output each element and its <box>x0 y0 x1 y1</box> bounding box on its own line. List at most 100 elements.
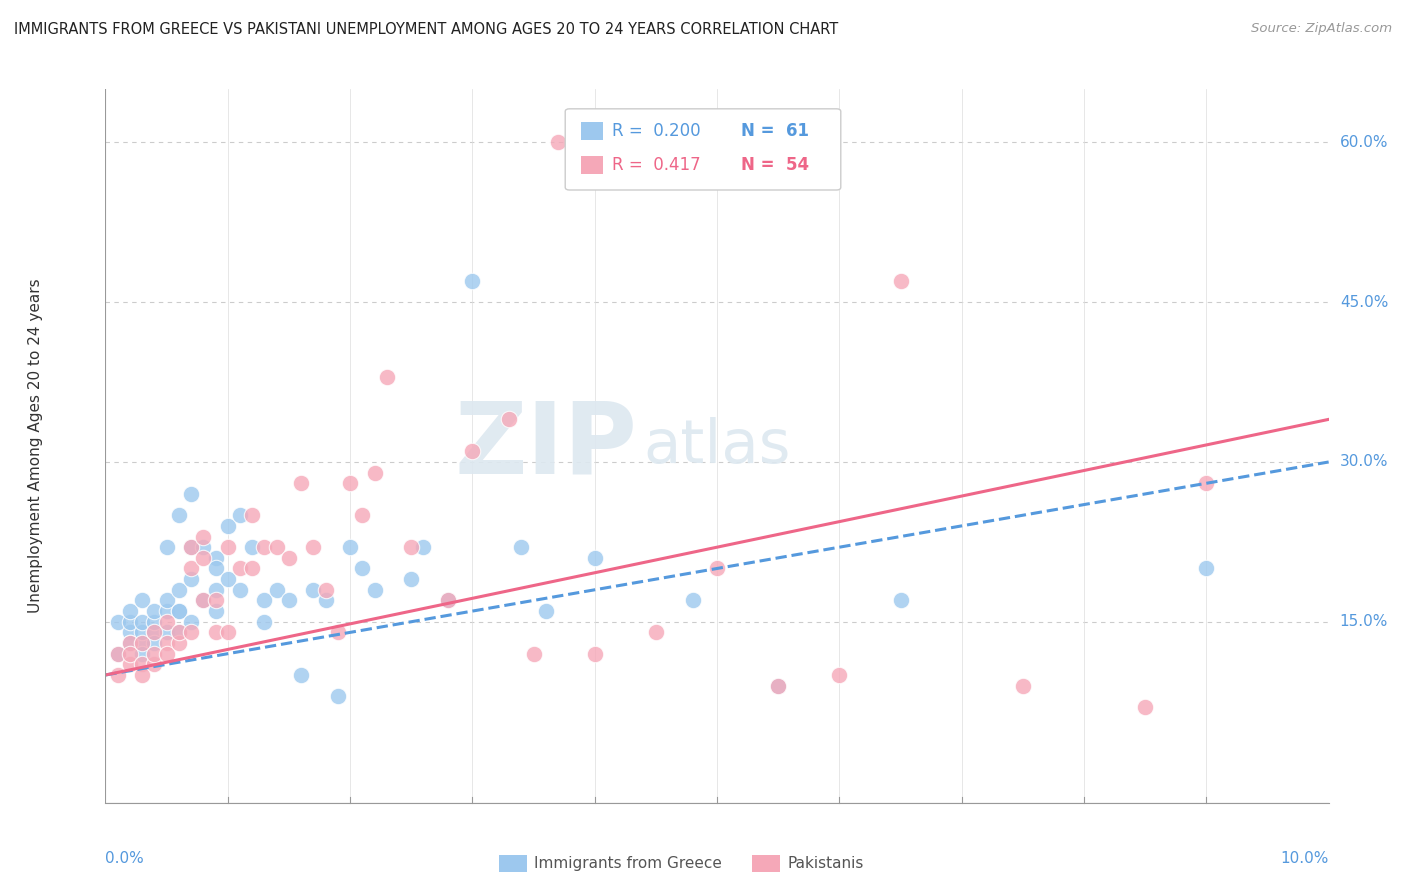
Point <box>302 582 325 597</box>
Point <box>240 561 263 575</box>
Point <box>143 647 166 661</box>
Point <box>167 625 190 640</box>
Point <box>583 647 606 661</box>
Point <box>180 561 202 575</box>
Point <box>107 647 129 661</box>
Point <box>180 540 202 554</box>
Point <box>131 593 153 607</box>
Point <box>1133 700 1156 714</box>
Point <box>143 636 166 650</box>
Text: Pakistanis: Pakistanis <box>787 856 863 871</box>
Text: Immigrants from Greece: Immigrants from Greece <box>534 856 723 871</box>
Point <box>167 636 190 650</box>
Point <box>204 593 226 607</box>
Point <box>193 550 215 565</box>
Point <box>534 604 557 618</box>
Point <box>180 572 202 586</box>
Point <box>204 604 226 618</box>
Point <box>352 561 374 575</box>
Point <box>143 615 166 629</box>
Point <box>828 668 851 682</box>
Point <box>180 540 202 554</box>
Point <box>204 625 226 640</box>
Point <box>315 593 337 607</box>
Point <box>339 476 361 491</box>
Point <box>118 647 141 661</box>
Point <box>240 508 263 523</box>
Point <box>143 604 166 618</box>
Text: 45.0%: 45.0% <box>1340 294 1388 310</box>
Point <box>217 540 239 554</box>
Point <box>193 593 215 607</box>
Point <box>143 657 166 672</box>
Point <box>217 625 239 640</box>
Point <box>437 593 460 607</box>
Text: 60.0%: 60.0% <box>1340 135 1388 150</box>
Point <box>253 593 276 607</box>
Point <box>399 540 422 554</box>
Point <box>118 615 141 629</box>
Point <box>155 647 177 661</box>
Point <box>193 540 215 554</box>
Point <box>326 625 349 640</box>
Point <box>155 636 177 650</box>
Point <box>118 636 141 650</box>
Point <box>167 582 190 597</box>
Point <box>889 274 911 288</box>
Point <box>204 550 226 565</box>
Point <box>240 540 263 554</box>
Point <box>167 625 190 640</box>
Point <box>180 615 202 629</box>
Point <box>118 604 141 618</box>
Point <box>143 625 166 640</box>
Point <box>131 636 153 650</box>
Point <box>375 369 398 384</box>
Point <box>363 466 385 480</box>
Point <box>180 625 202 640</box>
Point <box>167 604 190 618</box>
Text: N =  54: N = 54 <box>741 156 808 174</box>
Point <box>1195 561 1218 575</box>
Point <box>118 657 141 672</box>
Point <box>461 274 484 288</box>
Point <box>266 582 288 597</box>
Text: IMMIGRANTS FROM GREECE VS PAKISTANI UNEMPLOYMENT AMONG AGES 20 TO 24 YEARS CORRE: IMMIGRANTS FROM GREECE VS PAKISTANI UNEM… <box>14 22 838 37</box>
Point <box>315 582 337 597</box>
Point <box>768 679 790 693</box>
Point <box>339 540 361 554</box>
Point <box>131 647 153 661</box>
Text: Source: ZipAtlas.com: Source: ZipAtlas.com <box>1251 22 1392 36</box>
Point <box>193 529 215 543</box>
Point <box>547 136 569 150</box>
Point <box>107 615 129 629</box>
Point <box>277 593 299 607</box>
Text: R =  0.417: R = 0.417 <box>612 156 700 174</box>
Point <box>155 540 177 554</box>
Point <box>523 647 546 661</box>
Point <box>155 625 177 640</box>
Point <box>131 625 153 640</box>
Point <box>229 561 252 575</box>
Text: 30.0%: 30.0% <box>1340 455 1388 469</box>
Point <box>706 561 728 575</box>
Point <box>768 679 790 693</box>
Point <box>1011 679 1033 693</box>
Point <box>167 508 190 523</box>
Text: 15.0%: 15.0% <box>1340 615 1388 629</box>
Point <box>193 593 215 607</box>
Point <box>107 668 129 682</box>
Point <box>229 582 252 597</box>
Point <box>253 540 276 554</box>
Point <box>363 582 385 597</box>
Point <box>204 582 226 597</box>
Point <box>155 593 177 607</box>
Point <box>204 561 226 575</box>
Point <box>1195 476 1218 491</box>
Text: Unemployment Among Ages 20 to 24 years: Unemployment Among Ages 20 to 24 years <box>28 278 44 614</box>
Text: N =  61: N = 61 <box>741 122 808 140</box>
Point <box>277 550 299 565</box>
Point <box>266 540 288 554</box>
Point <box>253 615 276 629</box>
Point <box>644 625 666 640</box>
Point <box>217 572 239 586</box>
